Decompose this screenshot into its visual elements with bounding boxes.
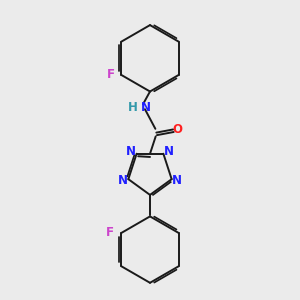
Text: N: N — [172, 174, 182, 187]
Text: N: N — [118, 174, 128, 187]
Text: N: N — [164, 145, 174, 158]
Text: F: F — [107, 68, 115, 81]
Text: N: N — [126, 145, 136, 158]
Text: H: H — [128, 101, 138, 114]
Text: N: N — [141, 101, 151, 114]
Text: O: O — [172, 123, 182, 136]
Text: F: F — [106, 226, 114, 239]
